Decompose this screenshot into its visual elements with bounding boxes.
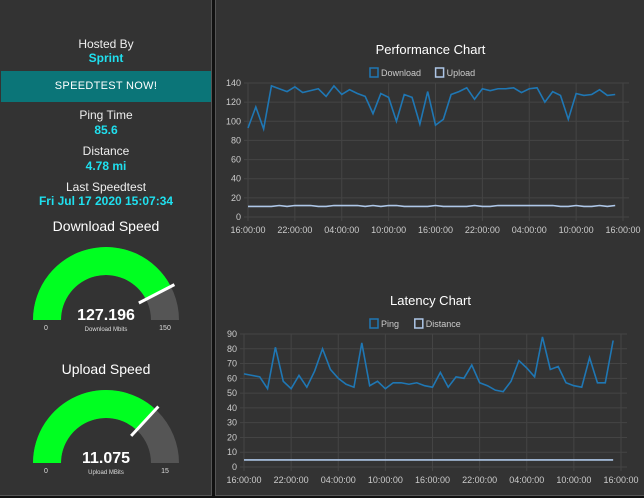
- gauge-min: 0: [44, 468, 48, 475]
- y-tick-label: 80: [227, 344, 237, 354]
- legend-label: Upload: [447, 68, 476, 78]
- x-tick-label: 22:00:00: [462, 475, 497, 485]
- x-tick-label: 04:00:00: [324, 225, 359, 235]
- x-tick-label: 16:00:00: [603, 475, 638, 485]
- gauge-fill: [33, 390, 156, 463]
- gauge-value: 11.075: [82, 450, 130, 467]
- legend-swatch: [369, 67, 379, 78]
- hosted-by-value: Sprint: [88, 51, 124, 65]
- y-tick-label: 140: [226, 78, 241, 88]
- gauge-needle: [138, 283, 176, 305]
- download-gauge: 127.196 Download Mbits 0 150: [33, 247, 179, 333]
- y-tick-label: 60: [227, 373, 237, 383]
- legend-item: Download: [369, 67, 421, 78]
- last-speedtest-label: Last Speedtest: [65, 180, 147, 194]
- y-tick-label: 0: [236, 212, 241, 222]
- series-line-download: [247, 84, 616, 133]
- legend-label: Distance: [426, 319, 461, 329]
- y-tick-label: 30: [227, 418, 237, 428]
- sidebar: Hosted By Sprint SPEEDTEST NOW! Ping Tim…: [0, 0, 212, 496]
- x-tick-label: 04:00:00: [509, 475, 544, 485]
- legend-swatch: [434, 67, 445, 78]
- y-tick-label: 40: [227, 403, 237, 413]
- distance-label: Distance: [82, 144, 130, 158]
- legend-label: Download: [381, 68, 421, 78]
- y-tick-label: 100: [226, 116, 241, 126]
- series-line-upload: [248, 204, 616, 208]
- upload-gauge: 11.075 Upload MBits 0 15: [33, 390, 179, 476]
- y-tick-label: 40: [231, 174, 241, 184]
- hosted-by-label: Hosted By: [78, 37, 134, 51]
- latency-chart: Ping Distance 0 10 20 30 40 50 60 70 80 90 16:00:00 2…: [226, 318, 639, 485]
- gauge-value: 127.196: [77, 307, 135, 324]
- gauge-needle: [130, 405, 160, 437]
- x-tick-label: 10:00:00: [371, 225, 406, 235]
- y-tick-label: 0: [232, 462, 237, 472]
- gauge-max: 15: [161, 468, 169, 475]
- x-tick-label: 22:00:00: [465, 225, 500, 235]
- download-gauge-title: Download Speed: [52, 218, 160, 234]
- ping-label: Ping Time: [79, 108, 133, 122]
- y-tick-label: 60: [231, 155, 241, 165]
- y-tick-label: 10: [227, 447, 237, 457]
- y-tick-label: 20: [231, 193, 241, 203]
- legend-label: Ping: [381, 319, 399, 329]
- gauge-max: 150: [159, 325, 171, 332]
- legend-item: Upload: [434, 67, 476, 78]
- x-tick-label: 22:00:00: [277, 225, 312, 235]
- speedtest-now-button[interactable]: SPEEDTEST NOW!: [1, 71, 211, 102]
- y-tick-label: 50: [227, 388, 237, 398]
- x-tick-label: 16:00:00: [415, 475, 450, 485]
- x-tick-label: 04:00:00: [321, 475, 356, 485]
- upload-gauge-title: Upload Speed: [61, 361, 151, 377]
- latency-chart-title: Latency Chart: [390, 293, 471, 308]
- x-tick-label: 16:00:00: [418, 225, 453, 235]
- x-tick-label: 10:00:00: [559, 225, 594, 235]
- x-tick-label: 22:00:00: [274, 475, 309, 485]
- performance-chart-title: Performance Chart: [375, 42, 486, 57]
- gauge-fill: [33, 247, 171, 320]
- x-tick-label: 16:00:00: [226, 475, 261, 485]
- y-tick-label: 20: [227, 432, 237, 442]
- x-tick-label: 04:00:00: [512, 225, 547, 235]
- charts-panel: Performance Chart Download Upload 0 20 40 60 8…: [215, 0, 644, 496]
- legend-item: Ping: [369, 318, 399, 329]
- y-tick-label: 120: [226, 97, 241, 107]
- legend-swatch: [369, 318, 379, 329]
- gauge-min: 0: [44, 325, 48, 332]
- distance-value: 4.78 mi: [85, 159, 127, 173]
- last-speedtest-value: Fri Jul 17 2020 15:07:34: [38, 194, 174, 208]
- x-tick-label: 16:00:00: [230, 225, 265, 235]
- gauge-unit: Upload MBits: [88, 470, 124, 476]
- legend-item: Distance: [414, 318, 461, 329]
- y-tick-label: 80: [231, 135, 241, 145]
- gauge-unit: Download Mbits: [85, 327, 128, 333]
- performance-chart: Download Upload 0 20 40 60 80 100 120 140 16:00:00…: [226, 67, 641, 235]
- x-tick-label: 10:00:00: [556, 475, 591, 485]
- series-line-ping: [243, 336, 614, 393]
- x-tick-label: 10:00:00: [368, 475, 403, 485]
- ping-value: 85.6: [94, 123, 118, 137]
- legend-swatch: [414, 318, 424, 329]
- x-tick-label: 16:00:00: [605, 225, 640, 235]
- y-tick-label: 70: [227, 359, 237, 369]
- y-tick-label: 90: [227, 329, 237, 339]
